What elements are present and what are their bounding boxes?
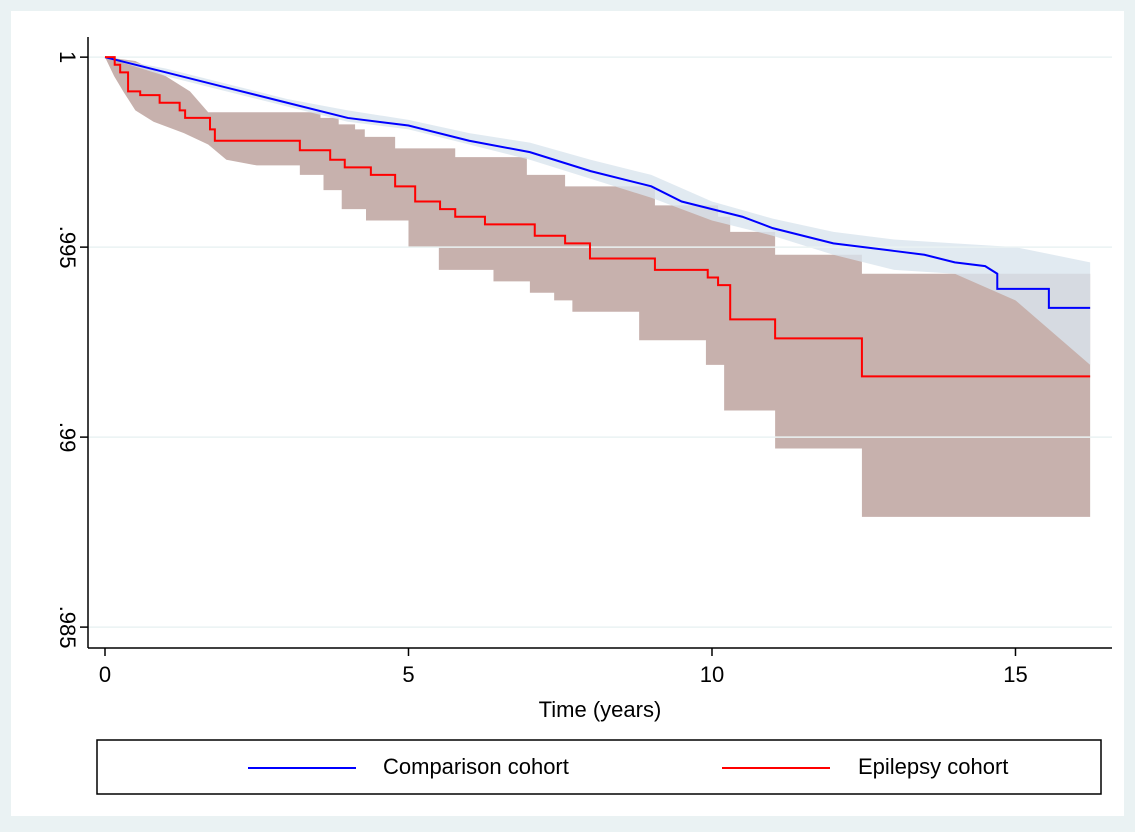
legend-label: Epilepsy cohort xyxy=(858,754,1008,779)
x-tick-label: 0 xyxy=(99,662,111,687)
x-axis-title: Time (years) xyxy=(539,697,662,722)
legend-label: Comparison cohort xyxy=(383,754,569,779)
x-tick-label: 15 xyxy=(1003,662,1027,687)
survival-line xyxy=(104,56,1091,309)
x-tick-label: 5 xyxy=(402,662,414,687)
confidence-band xyxy=(105,57,1091,517)
legend: Comparison cohort Epilepsy cohort xyxy=(248,754,1008,779)
y-tick-label: .985 xyxy=(55,606,80,649)
y-tick-label: .995 xyxy=(55,226,80,269)
survival-line xyxy=(105,56,1091,378)
y-tick-label: 1 xyxy=(55,51,80,63)
x-tick-label: 10 xyxy=(700,662,724,687)
y-tick-label: .99 xyxy=(55,422,80,453)
confidence-bands xyxy=(105,57,1091,517)
grid xyxy=(88,56,1112,628)
lines xyxy=(104,56,1091,378)
